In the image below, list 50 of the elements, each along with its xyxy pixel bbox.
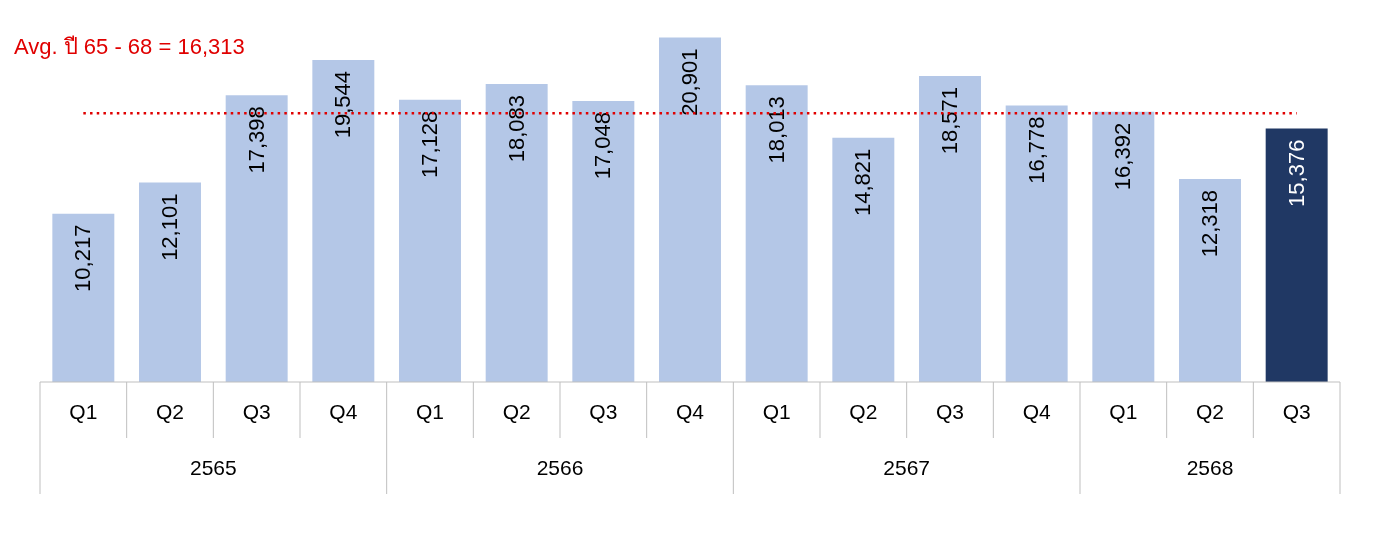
text: 2565	[189, 456, 237, 479]
bar	[1005, 105, 1068, 382]
bar	[832, 137, 895, 382]
x-tick-label: Q1	[415, 400, 445, 423]
bar	[52, 213, 115, 382]
x-tick-label: Q2	[502, 400, 531, 423]
x-tick-label: Q3	[1282, 400, 1311, 423]
bar	[1179, 179, 1241, 382]
data-label: 18,571	[937, 86, 962, 155]
data-label: 16,392	[1110, 122, 1136, 191]
data-label: 15,376	[1283, 139, 1309, 207]
x-tick-label: Q1	[1109, 400, 1138, 423]
x-tick-label: Q3	[589, 400, 618, 423]
bar	[745, 85, 808, 382]
x-tick-label: Q2	[1195, 400, 1225, 423]
x-tick-label: Q4	[675, 400, 705, 423]
data-label: 14,821	[850, 148, 876, 217]
x-tick-label: Q3	[242, 400, 271, 423]
data-label: 19,544	[330, 70, 356, 139]
x-tick-label: Q1	[762, 400, 791, 423]
data-label: 17,398	[243, 106, 269, 174]
bar	[225, 95, 288, 382]
bar	[1265, 128, 1328, 382]
data-label: 12,318	[1197, 190, 1222, 258]
x-tick-label: Q2	[155, 400, 185, 423]
x-tick-label: Q2	[849, 400, 878, 423]
bar	[659, 37, 721, 382]
bar	[485, 84, 548, 382]
data-label: 20,901	[677, 48, 702, 116]
x-tick-label: Q4	[1022, 400, 1051, 423]
data-label: 12,101	[157, 193, 182, 261]
bar	[1092, 111, 1155, 382]
bar	[312, 59, 375, 382]
text: 2568	[1186, 456, 1234, 479]
data-label: 16,778	[1023, 116, 1049, 184]
data-label: 10,217	[70, 224, 96, 292]
bar	[139, 182, 201, 382]
data-label: 18,083	[503, 95, 529, 163]
data-label: 17,128	[417, 110, 442, 179]
bar	[399, 99, 461, 382]
bar	[572, 101, 635, 382]
x-tick-label: Q1	[69, 400, 98, 423]
ref-line-label: Avg. ปี 65 - 68 = 16,313	[14, 34, 245, 60]
data-label: 17,048	[590, 112, 616, 180]
data-label: 18,013	[763, 96, 789, 164]
x-tick-label: Q4	[329, 400, 358, 423]
text: 2566	[536, 456, 584, 479]
text: 2567	[883, 456, 931, 479]
bar	[919, 75, 981, 382]
x-tick-label: Q3	[935, 400, 965, 423]
